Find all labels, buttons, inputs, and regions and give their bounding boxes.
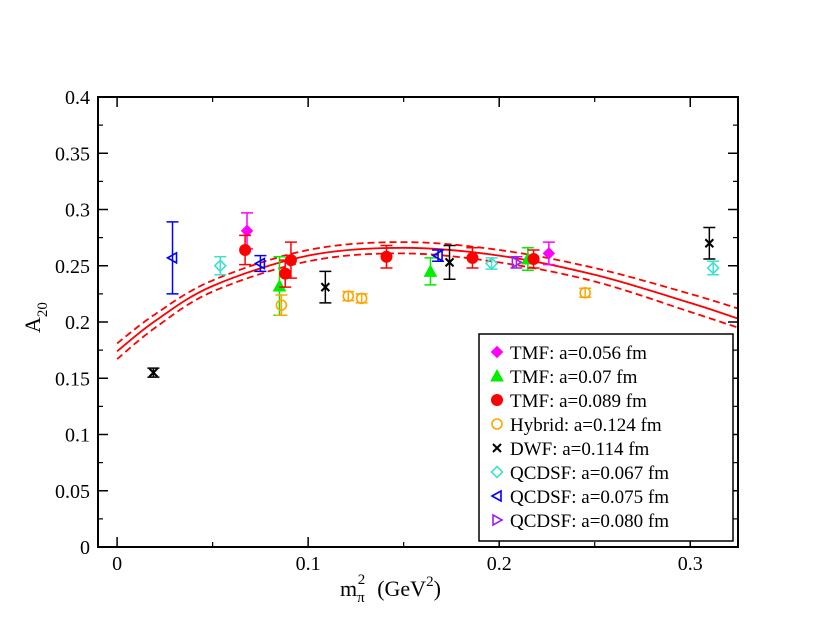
- data-point: [431, 249, 443, 262]
- fit-upper-bound: [116, 241, 738, 345]
- error-bar: [166, 221, 179, 295]
- data-point: [511, 256, 524, 269]
- y-tick-label: 0.25: [55, 256, 90, 278]
- data-point: [542, 247, 556, 260]
- y-tick-label: 0.05: [55, 481, 90, 503]
- legend: TMF: a=0.056 fm TMF: a=0.07 fm TMF: a=0.…: [478, 333, 734, 542]
- legend-marker: [490, 465, 504, 479]
- legend-marker: [491, 394, 503, 406]
- y-tick-label: 0.1: [65, 425, 90, 447]
- data-point: [272, 278, 287, 292]
- axis-ticks: 0 0.1 0.2 0.3 0 0.05 0.1 0.15 0.2 0.25 0.3 0.35 0.4: [55, 87, 738, 575]
- fit-central-curve: [116, 246, 738, 353]
- data-points: [147, 212, 720, 378]
- legend-label-hybrid-124: Hybrid: a=0.124 fm: [510, 415, 662, 436]
- x-tick-label: 0.3: [678, 553, 703, 575]
- data-point: [466, 251, 479, 264]
- data-point: [355, 292, 368, 305]
- data-point: [527, 253, 540, 265]
- data-point: [342, 290, 355, 302]
- legend-marker: [492, 513, 504, 527]
- data-point: [484, 256, 499, 271]
- x-axis-title: mπ2 (GeV2): [340, 572, 441, 606]
- data-point: [240, 224, 254, 238]
- legend-marker: [490, 489, 502, 503]
- x-tick-label: 0.1: [296, 553, 321, 575]
- error-bar: [254, 254, 267, 273]
- legend-marker: [490, 368, 504, 382]
- x-tick-label: 0.2: [487, 553, 512, 575]
- data-point: [380, 250, 393, 263]
- data-point: [706, 261, 720, 275]
- legend-label-tmf-056: TMF: a=0.056 fm: [510, 343, 647, 364]
- legend-label-qcdsf-067: QCDSF: a=0.067 fm: [510, 463, 669, 484]
- data-point: [165, 251, 178, 265]
- data-point: [148, 367, 159, 378]
- y-axis-title: A20: [20, 302, 51, 333]
- legend-marker: [491, 418, 503, 430]
- y-tick-label: 0: [80, 537, 90, 559]
- data-point: [275, 299, 288, 311]
- data-point: [239, 244, 252, 256]
- data-point: [320, 282, 331, 292]
- y-tick-label: 0.15: [55, 368, 90, 390]
- data-point: [284, 254, 297, 267]
- y-tick-label: 0.2: [65, 312, 90, 334]
- y-tick-label: 0.3: [65, 200, 90, 222]
- y-tick-label: 0.35: [55, 143, 90, 165]
- fit-band: [116, 241, 738, 360]
- data-point: [213, 259, 227, 273]
- data-point: [704, 238, 715, 248]
- legend-label-qcdsf-075: QCDSF: a=0.075 fm: [510, 487, 669, 508]
- legend-label-tmf-089: TMF: a=0.089 fm: [510, 391, 647, 412]
- x-tick-label: 0: [112, 553, 122, 575]
- legend-label-dwf-114: DWF: a=0.114 fm: [510, 439, 650, 460]
- legend-marker: [490, 345, 504, 359]
- legend-label-qcdsf-080: QCDSF: a=0.080 fm: [510, 511, 669, 532]
- data-point: [423, 264, 438, 277]
- legend-box: [478, 333, 734, 542]
- legend-label-tmf-07: TMF: a=0.07 fm: [510, 367, 638, 388]
- legend-marker: [492, 443, 502, 453]
- y-tick-label: 0.4: [65, 87, 90, 109]
- data-point: [579, 286, 591, 299]
- data-point: [444, 257, 455, 268]
- fit-lower-bound: [116, 252, 738, 360]
- error-bar: [275, 294, 288, 316]
- data-point: [253, 257, 266, 270]
